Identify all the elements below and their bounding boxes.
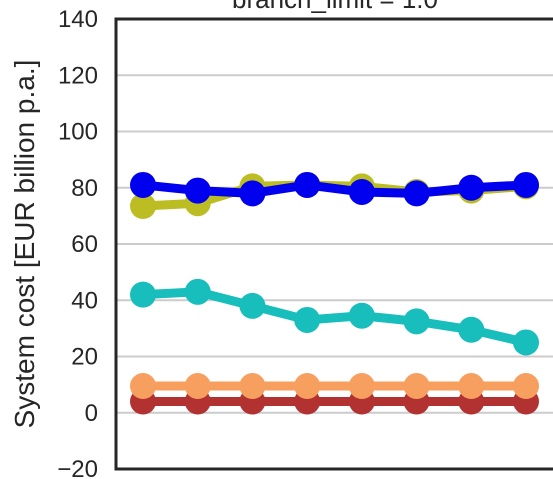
data-point [403, 373, 430, 400]
y-tick-label: −20 [57, 456, 98, 479]
data-point [130, 281, 156, 308]
series-3 [130, 278, 539, 356]
data-point [458, 316, 485, 343]
series-group [130, 171, 539, 415]
plot-frame [114, 17, 553, 471]
data-point [403, 308, 430, 335]
y-tick-label: 80 [71, 175, 98, 202]
data-point [294, 306, 321, 333]
data-point [348, 373, 375, 400]
data-point [294, 373, 321, 400]
chart-title: branch_limit = 1.0 [232, 0, 438, 14]
data-point [130, 171, 156, 198]
data-point [348, 178, 375, 205]
data-point [239, 180, 266, 207]
series-2 [130, 373, 539, 400]
data-point [403, 180, 430, 207]
data-point [130, 373, 156, 400]
y-tick-label: 60 [71, 231, 98, 258]
y-tick-label: 20 [71, 344, 98, 371]
data-point [458, 373, 485, 400]
y-tick-label: 140 [58, 6, 98, 33]
data-point [513, 329, 539, 356]
data-point [239, 292, 266, 319]
data-point [458, 174, 485, 201]
data-point [184, 278, 211, 305]
data-point [130, 193, 156, 220]
y-tick-label: 120 [58, 62, 98, 89]
y-tick-labels: −20 0 20 40 60 80 100 120 140 [57, 6, 98, 479]
data-point [294, 171, 321, 198]
data-point [239, 373, 266, 400]
data-point [184, 177, 211, 204]
y-axis-label: System cost [EUR billion p.a.] [9, 60, 40, 429]
data-point [513, 373, 539, 400]
series-5 [130, 171, 539, 207]
y-tick-label: 40 [71, 287, 98, 314]
axes [114, 17, 553, 471]
y-tick-label: 0 [85, 400, 98, 427]
y-tick-label: 100 [58, 119, 98, 146]
data-point [348, 302, 375, 329]
data-point [184, 373, 211, 400]
data-point [513, 171, 539, 198]
